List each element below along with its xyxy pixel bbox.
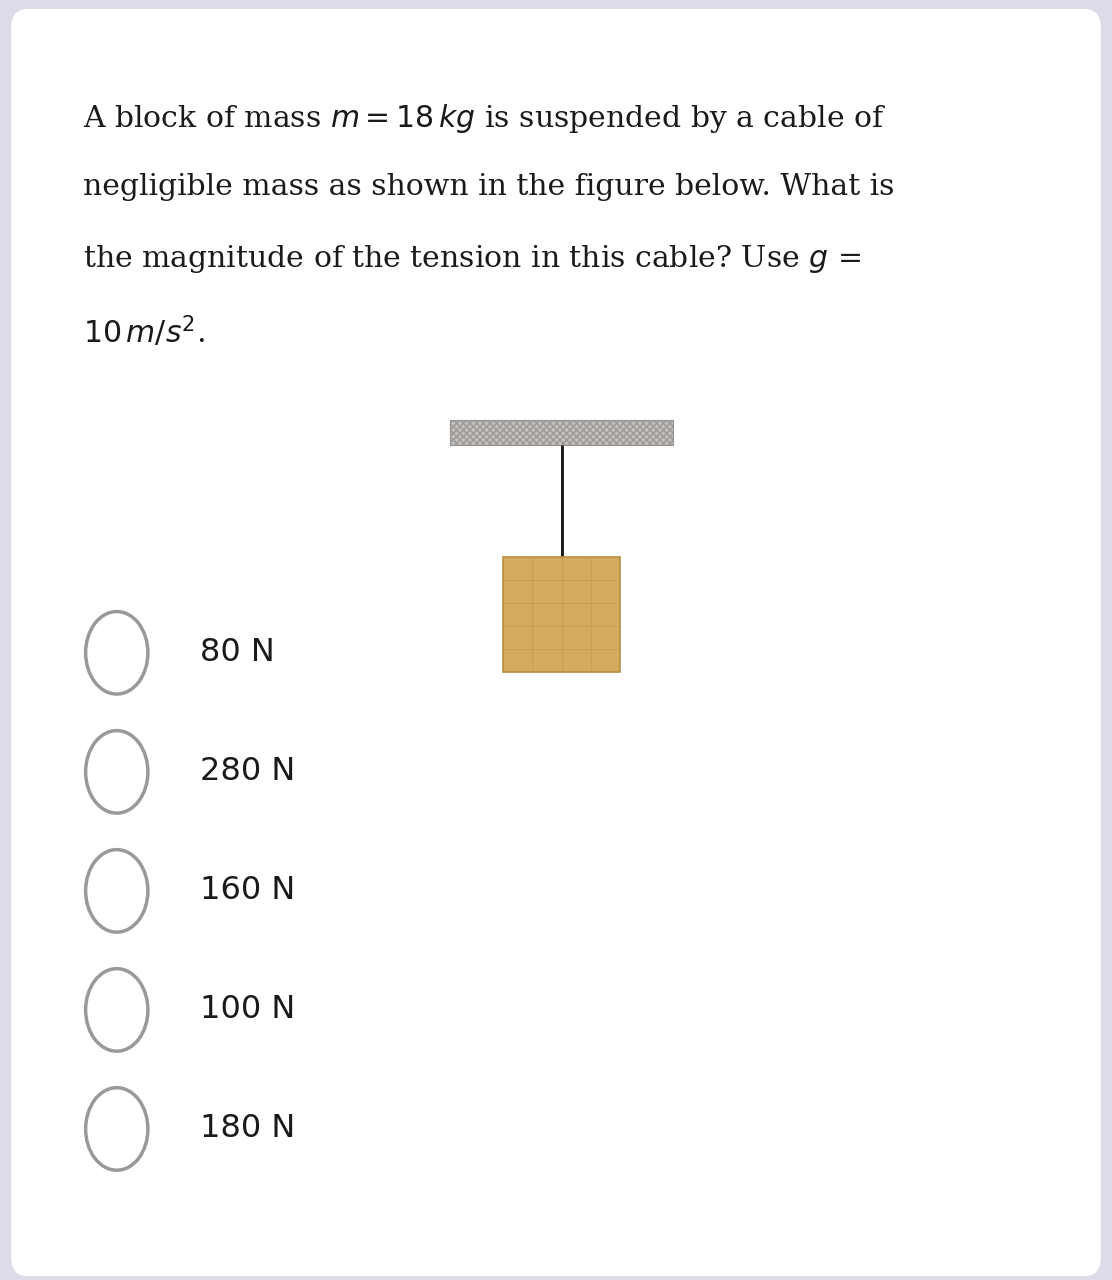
- Text: $10\,m/s^2$.: $10\,m/s^2$.: [83, 314, 206, 349]
- Text: 80 N: 80 N: [200, 637, 275, 668]
- Text: 280 N: 280 N: [200, 756, 296, 787]
- Text: A block of mass $m = 18\,kg$ is suspended by a cable of: A block of mass $m = 18\,kg$ is suspende…: [83, 102, 886, 136]
- Bar: [450, 420, 673, 445]
- Text: 160 N: 160 N: [200, 876, 296, 906]
- Text: 100 N: 100 N: [200, 995, 296, 1025]
- Bar: [503, 557, 620, 672]
- Bar: [450, 420, 673, 445]
- Text: 180 N: 180 N: [200, 1114, 296, 1144]
- Text: the magnitude of the tension in this cable? Use $g$ =: the magnitude of the tension in this cab…: [83, 243, 862, 275]
- Text: negligible mass as shown in the figure below. What is: negligible mass as shown in the figure b…: [83, 173, 895, 201]
